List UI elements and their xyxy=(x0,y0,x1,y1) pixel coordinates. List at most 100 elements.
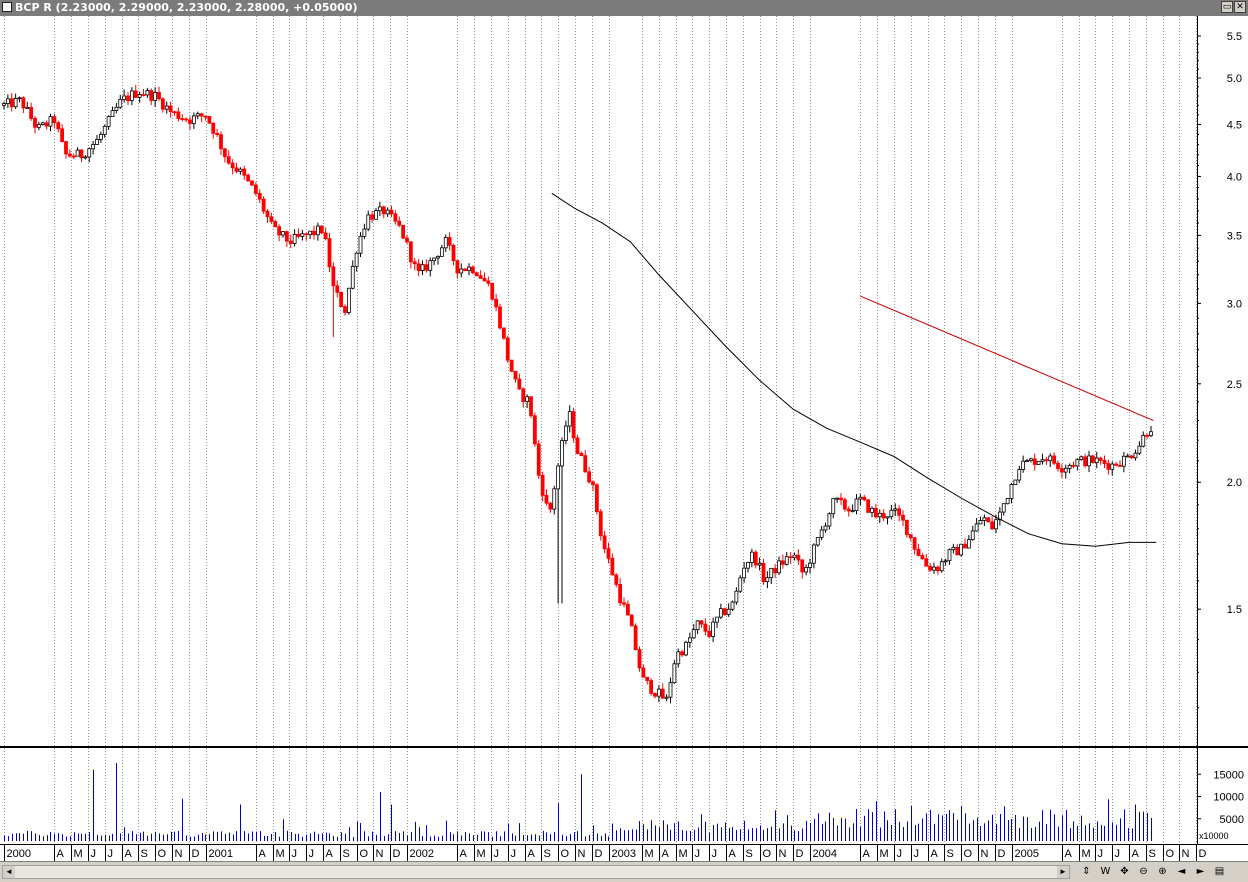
candle-268 xyxy=(1040,453,1045,465)
candle-42 xyxy=(164,101,169,114)
candle-body xyxy=(773,567,778,574)
candle-164 xyxy=(637,646,642,672)
candle-body xyxy=(858,496,863,500)
candle-body xyxy=(308,230,313,236)
candle-body xyxy=(1141,434,1146,447)
candle-body xyxy=(680,651,685,656)
candle-body xyxy=(579,453,584,457)
candle-body xyxy=(188,119,192,124)
candle-body xyxy=(672,663,677,684)
candle-229 xyxy=(889,504,894,520)
weekly-period-button[interactable]: W xyxy=(1097,864,1114,879)
time-tick-label-25: A xyxy=(528,848,536,860)
candle-220 xyxy=(854,494,859,515)
candle-body xyxy=(703,623,708,632)
zoom-in-icon[interactable]: ⊕ xyxy=(1154,864,1171,879)
candle-211 xyxy=(819,525,824,541)
candle-body xyxy=(1110,463,1115,470)
candle-83 xyxy=(323,227,328,241)
candle-body xyxy=(959,543,964,556)
candle-body xyxy=(33,118,37,128)
title-bar[interactable]: BCP R (2.23000, 2.29000, 2.23000, 2.2800… xyxy=(0,0,1248,16)
candle-body xyxy=(153,92,158,101)
scroll-right-icon[interactable]: ► xyxy=(1057,866,1069,878)
candle-body xyxy=(157,92,161,100)
candle-110 xyxy=(428,257,433,277)
page-left-icon[interactable]: ◄ xyxy=(1173,864,1190,879)
candle-205 xyxy=(796,549,801,565)
candle-body xyxy=(1021,460,1026,470)
candle-body xyxy=(862,496,867,501)
pane-divider[interactable] xyxy=(0,746,1248,748)
candle-body xyxy=(366,214,371,230)
candle-55 xyxy=(215,128,220,137)
time-tick-label-46: A xyxy=(931,848,939,860)
candle-body xyxy=(370,214,375,220)
candle-body xyxy=(1071,464,1076,467)
close-button[interactable]: ✕ xyxy=(1234,1,1246,13)
candle-body xyxy=(443,237,448,249)
candle-223 xyxy=(866,499,871,514)
candle-body xyxy=(1145,434,1150,437)
candle-body xyxy=(1036,460,1041,465)
candle-155 xyxy=(602,530,607,554)
candle-34 xyxy=(133,84,138,99)
candle-12 xyxy=(48,113,53,132)
candle-body xyxy=(734,590,739,603)
candle-body xyxy=(835,497,840,500)
horizontal-scrollbar[interactable]: ◄ ► xyxy=(2,865,1070,879)
candle-body xyxy=(563,425,568,442)
candle-body xyxy=(544,495,549,504)
candle-body xyxy=(83,156,88,159)
candle-61 xyxy=(238,167,243,175)
candle-body xyxy=(707,630,712,637)
restore-button[interactable]: ▭ xyxy=(1221,1,1233,13)
candle-body xyxy=(777,560,781,574)
candle-body xyxy=(746,562,750,569)
candle-216 xyxy=(839,493,843,505)
candle-body xyxy=(668,682,673,698)
candle-2 xyxy=(9,92,14,112)
candle-234 xyxy=(908,534,913,542)
scroll-left-icon[interactable]: ◄ xyxy=(3,866,15,878)
time-tick-label-21: A xyxy=(460,848,468,860)
time-tick-label-16: S xyxy=(343,848,350,860)
candle-36 xyxy=(141,88,146,97)
candle-212 xyxy=(823,522,828,533)
candle-173 xyxy=(672,659,677,684)
candle-body xyxy=(935,566,940,572)
expand-icon[interactable]: ✥ xyxy=(1116,864,1133,879)
candle-107 xyxy=(416,259,421,277)
candle-body xyxy=(439,247,444,257)
candle-body xyxy=(36,124,41,128)
candle-252 xyxy=(978,516,983,525)
candle-body xyxy=(319,225,324,234)
candle-body xyxy=(207,116,212,124)
compress-icon[interactable]: ⇕ xyxy=(1078,864,1095,879)
candle-225 xyxy=(873,503,878,519)
price-chart[interactable]: 5.5 5.0 4.5 4.0 3.5 3.0 2.5 2.0 1.5 xyxy=(0,16,1248,748)
candle-98 xyxy=(381,205,386,219)
time-tick-label-11: A xyxy=(259,848,267,860)
candle-131 xyxy=(509,359,514,372)
window-menu-icon[interactable] xyxy=(2,2,12,12)
zoom-out-icon[interactable]: ⊖ xyxy=(1135,864,1152,879)
volume-chart[interactable]: 5000 10000 15000 x10000 xyxy=(0,748,1248,844)
page-right-icon[interactable]: ► xyxy=(1192,864,1209,879)
candle-body xyxy=(893,508,898,511)
candle-230 xyxy=(893,503,898,517)
time-tick-label-36: A xyxy=(729,848,737,860)
candle-94 xyxy=(366,210,371,232)
candle-body xyxy=(629,614,634,627)
candle-body xyxy=(300,233,305,237)
layout-icon[interactable]: ▤ xyxy=(1211,864,1228,879)
candle-65 xyxy=(253,182,258,196)
candle-13 xyxy=(52,113,57,129)
candle-79 xyxy=(308,230,313,240)
candle-193 xyxy=(749,548,754,568)
candle-169 xyxy=(656,685,661,703)
candle-99 xyxy=(385,207,390,217)
candle-body xyxy=(846,508,851,512)
candle-body xyxy=(1017,469,1022,481)
candle-body xyxy=(470,266,475,274)
